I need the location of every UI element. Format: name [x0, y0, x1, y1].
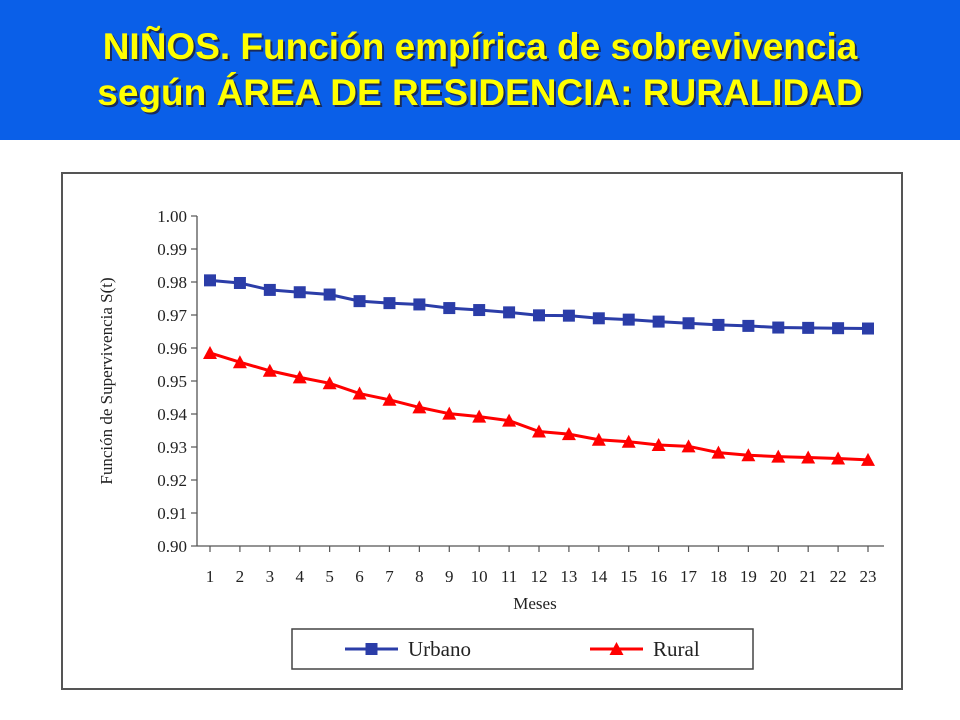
title-banner: NIÑOS. Función empírica de sobrevivencia… — [0, 0, 960, 140]
series-rural — [203, 345, 875, 466]
data-point-rural — [591, 432, 606, 446]
x-tick-label: 20 — [770, 567, 787, 586]
data-point-urbano — [233, 276, 246, 289]
y-tick-label: 0.92 — [157, 471, 187, 490]
data-point-rural — [352, 386, 367, 400]
data-point-rural — [741, 448, 756, 462]
x-tick-label: 21 — [800, 567, 817, 586]
x-tick-label: 1 — [206, 567, 215, 586]
x-tick-label: 8 — [415, 567, 424, 586]
data-point-urbano — [772, 321, 785, 334]
y-tick-label: 0.99 — [157, 240, 187, 259]
data-point-urbano — [652, 315, 665, 328]
y-tick-label: 0.91 — [157, 504, 187, 523]
data-point-rural — [532, 424, 546, 438]
data-point-urbano — [712, 318, 725, 331]
data-point-rural — [322, 376, 337, 390]
data-point-urbano — [622, 313, 635, 326]
data-point-rural — [262, 363, 277, 377]
data-point-urbano — [263, 283, 276, 296]
data-point-rural — [292, 370, 307, 384]
x-tick-label: 14 — [590, 567, 608, 586]
legend: Urbano Rural — [291, 628, 754, 670]
data-point-urbano — [832, 322, 845, 335]
y-tick-label: 0.94 — [157, 405, 187, 424]
y-tick-label: 0.97 — [157, 306, 187, 325]
x-axis-label: Meses — [513, 594, 556, 613]
x-tick-label: 5 — [325, 567, 334, 586]
series-urbano — [204, 274, 874, 335]
data-point-urbano — [473, 304, 486, 317]
x-tick-label: 22 — [830, 567, 847, 586]
data-point-rural — [711, 445, 726, 459]
data-point-rural — [771, 449, 786, 463]
data-point-urbano — [862, 322, 874, 335]
x-tick-label: 13 — [560, 567, 577, 586]
data-point-rural — [831, 451, 846, 465]
data-point-urbano — [742, 319, 755, 332]
data-point-rural — [412, 400, 427, 414]
x-tick-label: 18 — [710, 567, 727, 586]
data-point-urbano — [413, 298, 426, 311]
x-tick-label: 17 — [680, 567, 698, 586]
data-point-urbano — [802, 321, 815, 334]
data-point-rural — [472, 409, 487, 423]
data-point-rural — [502, 413, 517, 427]
data-point-rural — [232, 355, 247, 369]
chart-series — [203, 274, 875, 466]
y-tick-label: 0.98 — [157, 273, 187, 292]
x-tick-label: 11 — [501, 567, 517, 586]
page-title-line-2: según ÁREA DE RESIDENCIA: RURALIDAD — [97, 72, 863, 113]
y-tick-label: 1.00 — [157, 207, 187, 226]
data-point-rural — [561, 427, 576, 441]
x-tick-label: 3 — [266, 567, 275, 586]
legend-swatch-urbano-marker — [365, 643, 378, 655]
chart-frame — [61, 172, 903, 690]
data-point-urbano — [204, 274, 216, 287]
data-point-rural — [382, 392, 397, 406]
data-point-urbano — [682, 317, 695, 330]
x-tick-label: 2 — [236, 567, 245, 586]
data-point-urbano — [323, 288, 336, 301]
y-tick-label: 0.96 — [157, 339, 187, 358]
x-tick-label: 12 — [531, 567, 548, 586]
chart-ticks: 0.90 0.91 0.92 0.93 0.94 0.95 0.96 0.97 0.98 0.99… — [157, 207, 876, 586]
data-point-rural — [801, 450, 816, 464]
legend-label-rural: Rural — [653, 637, 700, 661]
x-tick-label: 9 — [445, 567, 454, 586]
data-point-urbano — [503, 306, 516, 319]
x-tick-label: 23 — [860, 567, 877, 586]
y-tick-label: 0.93 — [157, 438, 187, 457]
y-tick-label: 0.95 — [157, 372, 187, 391]
legend-swatch-rural-marker — [609, 642, 624, 655]
data-point-rural — [681, 439, 696, 453]
data-point-urbano — [383, 297, 396, 310]
data-point-rural — [861, 452, 875, 466]
data-point-urbano — [533, 309, 545, 322]
data-point-rural — [621, 434, 636, 448]
series-line-rural — [209, 351, 869, 462]
x-tick-label: 16 — [650, 567, 667, 586]
y-tick-label: 0.90 — [157, 537, 187, 556]
y-axis-label: Función de Supervivencia S(t) — [97, 277, 116, 484]
data-point-rural — [442, 406, 457, 420]
data-point-urbano — [562, 309, 575, 322]
data-point-urbano — [443, 302, 456, 315]
x-tick-label: 10 — [471, 567, 488, 586]
x-tick-label: 6 — [355, 567, 364, 586]
data-point-urbano — [592, 312, 605, 325]
data-point-rural — [651, 438, 666, 452]
x-tick-label: 15 — [620, 567, 637, 586]
data-point-rural — [203, 345, 217, 359]
legend-label-urbano: Urbano — [408, 637, 471, 661]
data-point-urbano — [353, 295, 366, 308]
x-tick-label: 19 — [740, 567, 757, 586]
page-title-line-1: NIÑOS. Función empírica de sobrevivencia — [102, 26, 858, 67]
x-tick-label: 4 — [295, 567, 304, 586]
data-point-urbano — [293, 286, 306, 299]
x-tick-label: 7 — [385, 567, 394, 586]
